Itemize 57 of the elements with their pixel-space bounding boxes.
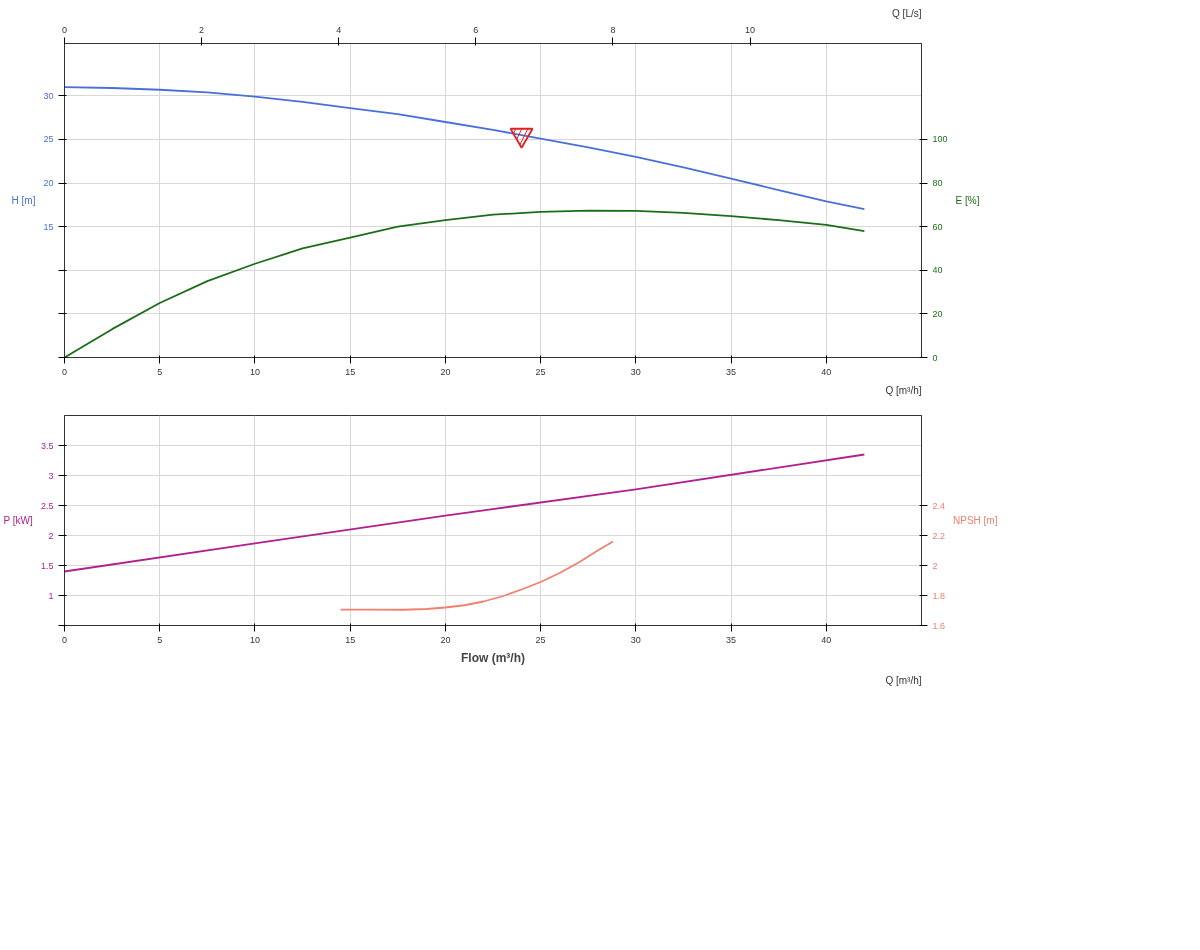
x-tick-label: 0 — [62, 366, 68, 377]
x2-tick-label: 6 — [473, 24, 479, 35]
x-tick-label: 40 — [821, 366, 832, 377]
y-tick-label: 3 — [48, 470, 54, 481]
x2-tick-label: 4 — [336, 24, 342, 35]
x-tick-label: 35 — [726, 634, 737, 645]
x-tick-label: 10 — [249, 634, 260, 645]
y-tick-label: 20 — [43, 178, 54, 189]
x-tick-label: 35 — [726, 366, 737, 377]
x-tick-label: 40 — [821, 634, 832, 645]
x-tick-label: 20 — [440, 366, 451, 377]
x-tick-label: 25 — [535, 366, 546, 377]
x-tick-label: 30 — [630, 634, 641, 645]
x-tick-label: 15 — [345, 366, 356, 377]
y2-axis-title: E [%] — [955, 195, 980, 206]
y2-tick-label: 2 — [932, 560, 938, 571]
line-series — [339, 540, 614, 611]
y-axis-title: H [m] — [11, 195, 36, 206]
y2-tick-label: 0 — [932, 352, 938, 363]
y2-tick-label: 80 — [932, 178, 943, 189]
x2-tick-label: 8 — [610, 24, 616, 35]
x-tick-label: 15 — [345, 634, 356, 645]
x-axis-title: Q [m³/h] — [885, 384, 922, 396]
y2-axis-title: NPSH [m] — [953, 515, 998, 526]
y2-tick-label: 20 — [932, 308, 943, 319]
y2-tick-label: 100 — [932, 134, 948, 145]
y2-tick-label: 60 — [932, 221, 943, 232]
y2-tick-label: 1.6 — [932, 620, 946, 631]
x-tick-label: 0 — [62, 634, 68, 645]
line-series — [64, 86, 866, 211]
y2-tick-label: 2.4 — [932, 500, 946, 511]
x-tick-label: 5 — [157, 366, 163, 377]
x-tick-label: 20 — [440, 634, 451, 645]
y2-tick-label: 1.8 — [932, 590, 946, 601]
y2-tick-label: 2.2 — [932, 530, 946, 541]
x2-axis-title: Q [L/s] — [892, 7, 922, 19]
y-tick-label: 15 — [43, 221, 54, 232]
y-tick-label: 2.5 — [40, 500, 54, 511]
text: Q [m³/h] — [885, 674, 922, 686]
x-axis-title: Flow (m³/h) — [461, 650, 525, 665]
y-tick-label: 1 — [48, 590, 54, 601]
x-tick-label: 25 — [535, 634, 546, 645]
y-tick-label: 2 — [48, 530, 54, 541]
y-tick-label: 3.5 — [40, 440, 54, 451]
y-tick-label: 30 — [43, 90, 54, 101]
y-tick-label: 25 — [43, 134, 54, 145]
y2-tick-label: 40 — [932, 265, 943, 276]
x2-tick-label: 10 — [745, 24, 756, 35]
x2-tick-label: 0 — [62, 24, 68, 35]
x2-tick-label: 2 — [199, 24, 205, 35]
x-tick-label: 5 — [157, 634, 163, 645]
x-tick-label: 30 — [630, 366, 641, 377]
line-series — [64, 209, 866, 358]
line-series — [64, 453, 866, 573]
y-tick-label: 1.5 — [40, 560, 54, 571]
x-tick-label: 10 — [249, 366, 260, 377]
y-axis-title: P [kW] — [3, 515, 34, 526]
